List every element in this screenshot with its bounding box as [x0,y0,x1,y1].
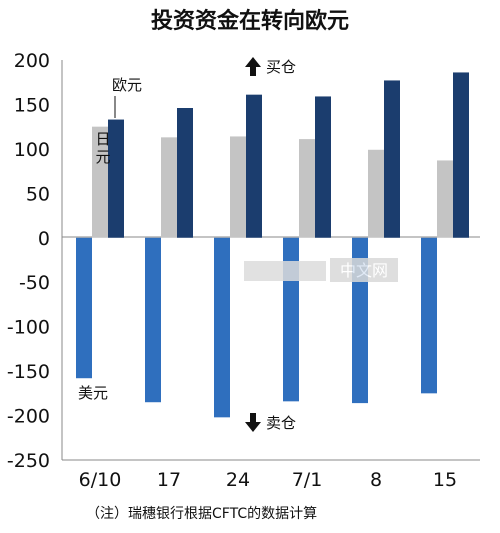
x-tick-label: 15 [433,469,457,491]
watermark-box [330,258,398,282]
series-label-yen: 日元 [95,130,110,166]
y-tick-label: 150 [14,94,50,116]
bars [76,72,469,418]
y-tick-label: -200 [7,406,50,428]
buy-label: 买仓 [266,58,296,76]
x-tick-label: 6/10 [79,469,122,491]
yen-char-1: 日 [95,130,110,148]
x-tick-label: 24 [226,469,250,491]
yen-char-2: 元 [95,148,110,166]
bar-yen [299,139,315,238]
watermark: 中文网 [244,258,398,282]
y-tick-label: -100 [7,317,50,339]
x-tick-label: 8 [370,469,382,491]
series-label-euro: 欧元 [112,76,142,94]
bar-dollar [214,237,230,418]
bar-yen [437,160,453,238]
chart-note: （注）瑞穗银行根据CFTC的数据计算 [86,506,317,522]
sell-label: 卖仓 [266,414,296,432]
y-tick-label: -250 [7,450,50,472]
y-tick-label: 0 [38,228,50,250]
bar-dollar [145,237,161,403]
watermark-text: 中文网 [340,261,388,280]
y-tick-label: -50 [19,272,50,294]
bar-dollar [421,237,437,394]
bar-euro [315,96,331,238]
x-tick-label: 17 [157,469,181,491]
y-tick-labels: 200 150 100 50 0 -50 -100 -150 -200 -250 [7,50,50,472]
bar-yen [368,149,384,238]
buy-arrow-icon [245,57,261,76]
y-tick-label: 200 [14,50,50,72]
bar-yen [161,137,177,238]
bar-euro [108,119,124,238]
y-tick-label: 50 [26,183,50,205]
sell-arrow-icon [245,413,261,432]
y-tick-label: -150 [7,361,50,383]
bar-euro [384,80,400,238]
bar-yen [230,136,246,238]
plot-area: 200 150 100 50 0 -50 -100 -150 -200 -250 6/10 17 24… [7,50,480,491]
x-tick-labels: 6/10 17 24 7/1 8 15 [79,469,457,491]
x-tick-label: 7/1 [292,469,323,491]
bar-euro [246,94,262,238]
y-tick-label: 100 [14,139,50,161]
watermark-logo [244,261,326,281]
bar-yen [92,126,108,238]
bar-euro [177,108,193,238]
chart-title: 投资资金在转向欧元 [151,8,349,34]
bar-euro [453,72,469,238]
bar-dollar [76,237,92,379]
series-label-dollar: 美元 [78,384,108,402]
